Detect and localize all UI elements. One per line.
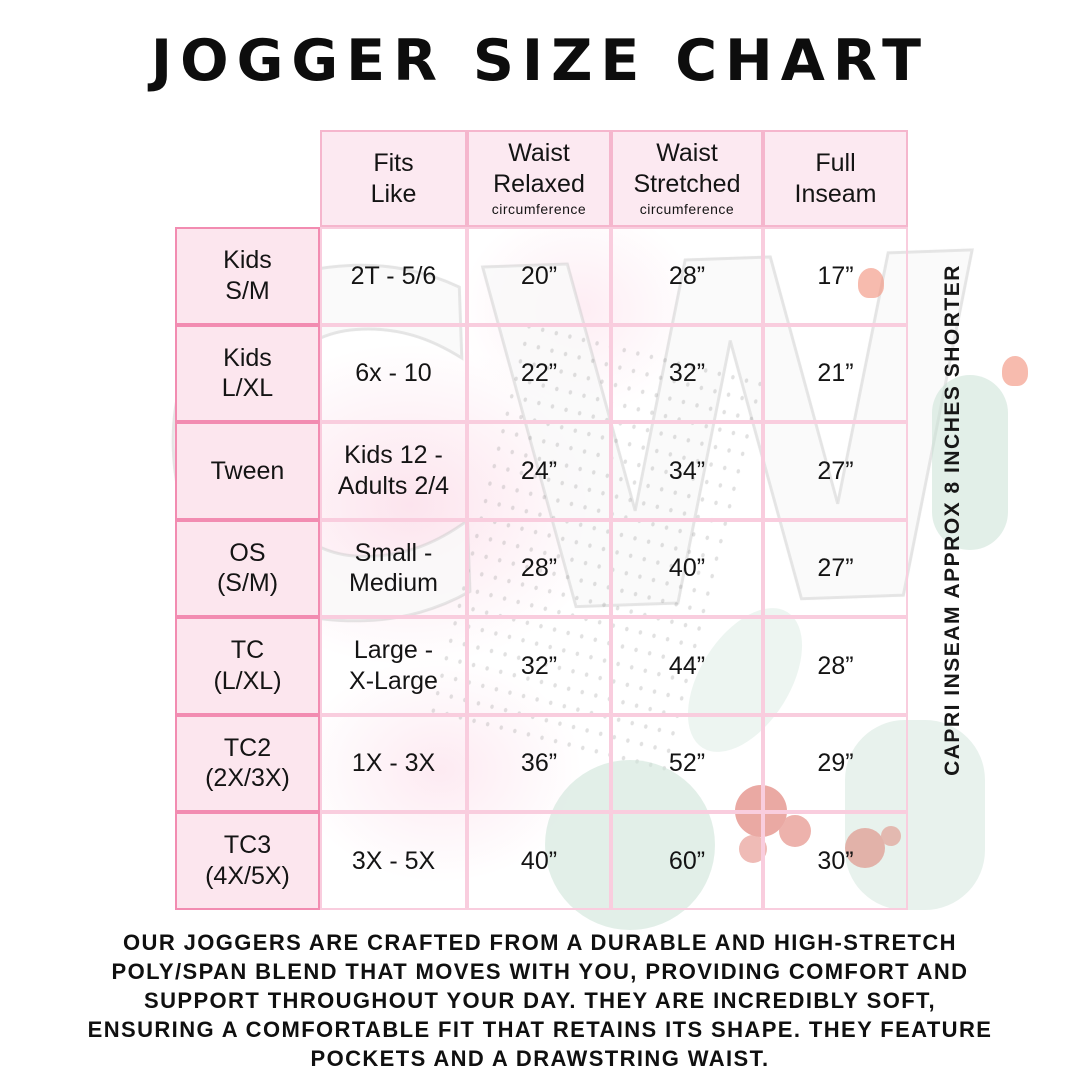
column-header-waist-relaxed: Waist Relaxed circumference xyxy=(467,130,611,227)
waist-stretched-value: 32” xyxy=(611,324,763,422)
column-header-label: Full Inseam xyxy=(794,149,877,208)
column-header-waist-stretched: Waist Stretched circumference xyxy=(611,130,763,227)
page-title: JOGGER SIZE CHART xyxy=(150,28,930,94)
fits-like-value: 6x - 10 xyxy=(320,324,467,422)
full-inseam-value: 29” xyxy=(763,714,908,812)
waist-relaxed-value: 36” xyxy=(467,714,611,812)
size-chart-table: Fits Like Waist Relaxed circumference Wa… xyxy=(175,130,908,910)
full-inseam-value: 27” xyxy=(763,422,908,520)
waist-relaxed-value: 40” xyxy=(467,812,611,910)
waist-stretched-value: 60” xyxy=(611,812,763,910)
fits-like-value: 2T - 5/6 xyxy=(320,227,467,325)
fits-like-value: Kids 12 - Adults 2/4 xyxy=(320,422,467,520)
row-label-tc-lxl: TC (L/XL) xyxy=(175,617,320,715)
waist-relaxed-value: 32” xyxy=(467,617,611,715)
fits-like-value: Small - Medium xyxy=(320,519,467,617)
waist-relaxed-value: 28” xyxy=(467,519,611,617)
fits-like-value: Large - X-Large xyxy=(320,617,467,715)
row-label-tc2-2x3x: TC2 (2X/3X) xyxy=(175,714,320,812)
table-corner-blank xyxy=(175,130,320,227)
column-header-full-inseam: Full Inseam xyxy=(763,130,908,227)
row-label-tc3-4x5x: TC3 (4X/5X) xyxy=(175,812,320,910)
full-inseam-value: 28” xyxy=(763,617,908,715)
row-label-kids-sm: Kids S/M xyxy=(175,227,320,325)
fits-like-value: 1X - 3X xyxy=(320,714,467,812)
waist-stretched-value: 52” xyxy=(611,714,763,812)
full-inseam-value: 21” xyxy=(763,324,908,422)
waist-stretched-value: 34” xyxy=(611,422,763,520)
column-header-sub: circumference xyxy=(491,201,587,218)
product-description: OUR JOGGERS ARE CRAFTED FROM A DURABLE A… xyxy=(87,930,993,1071)
waist-stretched-value: 28” xyxy=(611,227,763,325)
tulip-decoration xyxy=(1002,356,1028,386)
row-label-os-sm: OS (S/M) xyxy=(175,519,320,617)
full-inseam-value: 27” xyxy=(763,519,908,617)
fits-like-value: 3X - 5X xyxy=(320,812,467,910)
waist-relaxed-value: 24” xyxy=(467,422,611,520)
waist-stretched-value: 44” xyxy=(611,617,763,715)
capri-inseam-note: CAPRI INSEAM APPROX 8 INCHES SHORTER xyxy=(941,264,964,776)
row-label-kids-lxl: Kids L/XL xyxy=(175,324,320,422)
row-label-tween: Tween xyxy=(175,422,320,520)
full-inseam-value: 17” xyxy=(763,227,908,325)
column-header-fits-like: Fits Like xyxy=(320,130,467,227)
waist-relaxed-value: 22” xyxy=(467,324,611,422)
column-header-label: Waist Relaxed xyxy=(493,139,585,198)
column-header-label: Fits Like xyxy=(370,149,417,208)
column-header-label: Waist Stretched xyxy=(633,139,741,198)
full-inseam-value: 30” xyxy=(763,812,908,910)
waist-relaxed-value: 20” xyxy=(467,227,611,325)
column-header-sub: circumference xyxy=(639,201,735,218)
waist-stretched-value: 40” xyxy=(611,519,763,617)
